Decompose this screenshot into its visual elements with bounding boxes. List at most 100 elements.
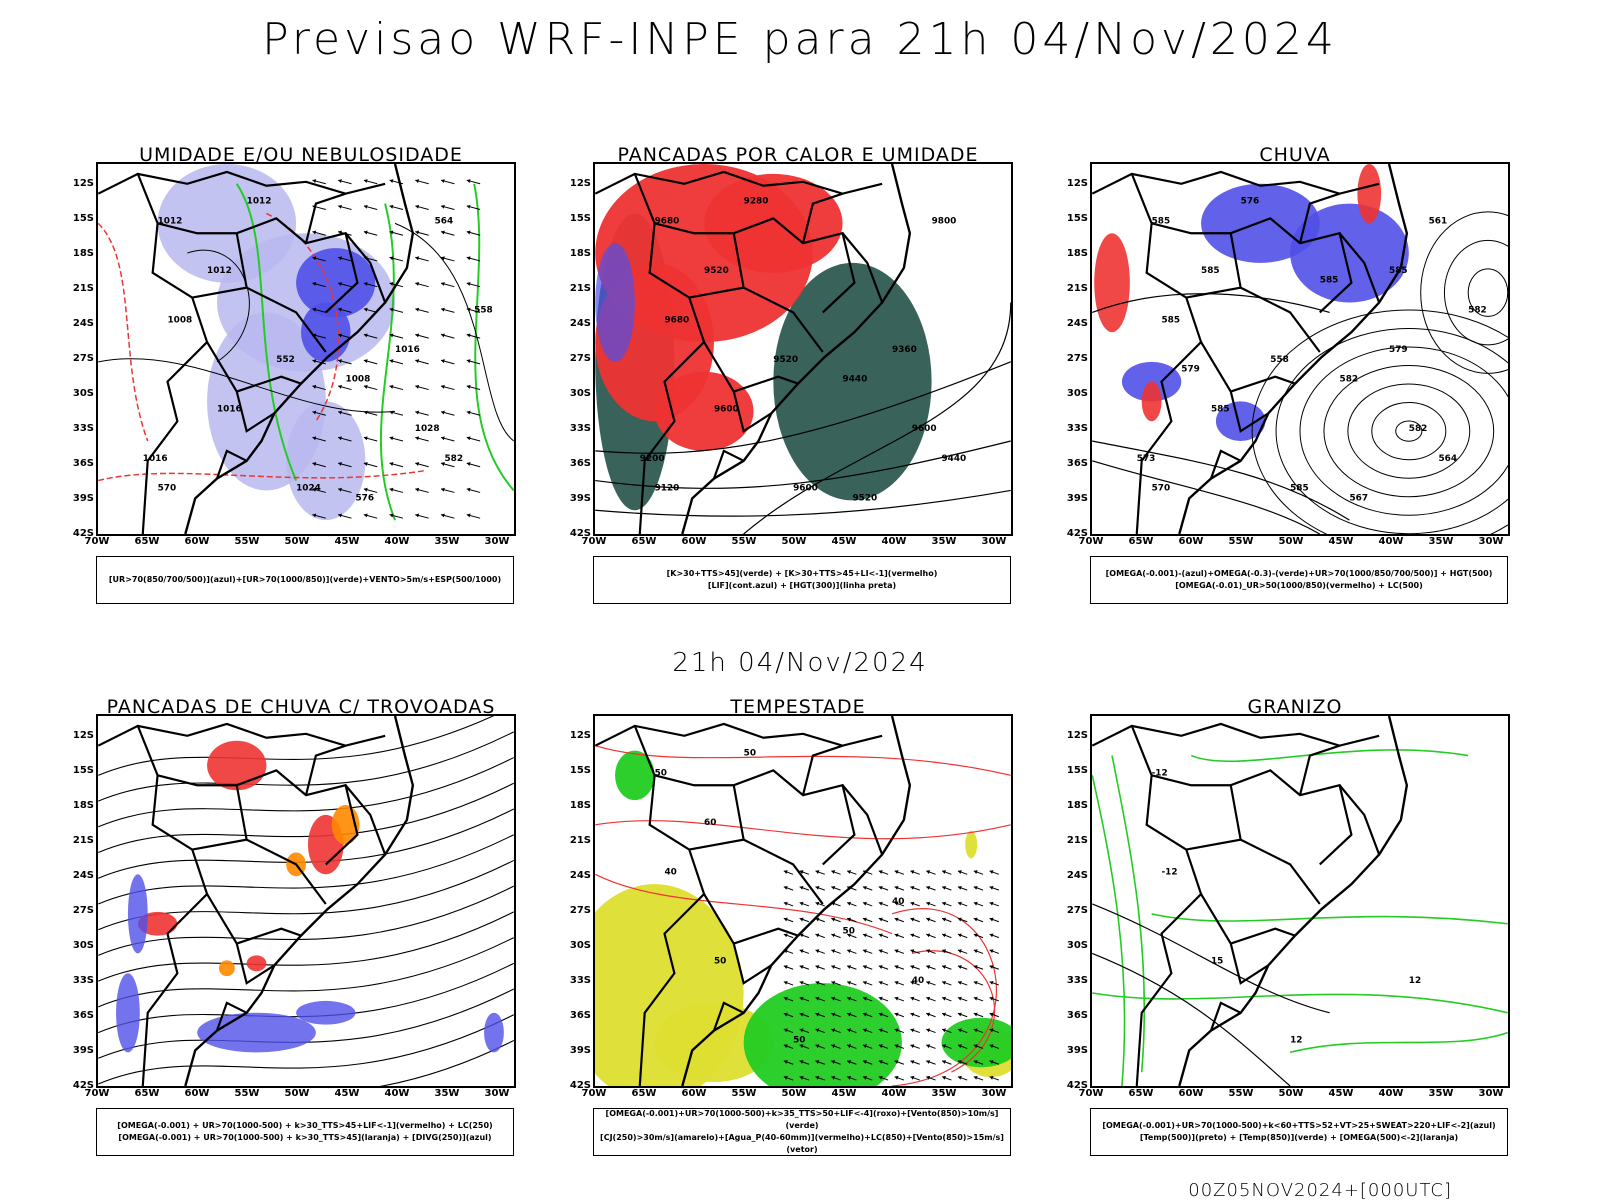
legend-line: [OMEGA(-0.001)-(azul)+OMEGA(-0.3)-(verde… <box>1105 569 1493 578</box>
wind-vector-head <box>926 1075 931 1080</box>
wind-vector-head <box>831 1044 836 1049</box>
contour-label: 585 <box>1290 483 1309 493</box>
contour-label: 9440 <box>843 375 868 385</box>
lon-tick-label: 35W <box>434 536 460 547</box>
legend-line: [OMEGA(-0.001)+UR>70(1000-500)+k>35_TTS>… <box>605 1109 999 1130</box>
wind-vector-head <box>363 436 368 441</box>
lat-tick-label: 27S <box>569 905 591 916</box>
wind-vector-head <box>831 996 836 1001</box>
wind-vector-head <box>441 436 445 441</box>
border-line <box>206 893 275 985</box>
lat-tick-label: 36S <box>72 1010 94 1021</box>
contour-label: 50 <box>793 1035 805 1045</box>
wind-vector-head <box>973 885 978 890</box>
border-line <box>206 341 275 433</box>
lon-tick-label: 65W <box>1128 536 1154 547</box>
wind-vector-head <box>989 870 994 874</box>
lat-tick-label: 30S <box>72 388 94 399</box>
wind-vector-head <box>363 307 368 312</box>
lat-tick-label: 36S <box>569 1010 591 1021</box>
wind-vector-head <box>878 980 883 985</box>
contour-label: 1016 <box>217 404 242 414</box>
lon-tick-label: 30W <box>1478 536 1504 547</box>
lon-tick-label: 45W <box>831 1088 857 1099</box>
lon-tick-label: 40W <box>1378 536 1404 547</box>
wind-vector-head <box>989 901 994 906</box>
border-line <box>1130 725 1203 1086</box>
wind-vector-head <box>363 204 368 209</box>
border-line <box>703 893 772 985</box>
wind-vector-head <box>926 917 931 922</box>
lon-tick-label: 65W <box>1128 1088 1154 1099</box>
wind-vector-head <box>441 179 445 184</box>
lon-tick-label: 45W <box>334 1088 360 1099</box>
wind-vector-head <box>878 901 883 906</box>
border-line <box>157 222 237 235</box>
wind-vector-head <box>312 359 317 364</box>
wind-vector-head <box>799 885 804 890</box>
contour-label: 12 <box>1290 1035 1302 1045</box>
legend-box: [OMEGA(-0.001)+UR>70(1000-500)+k<60+TTS>… <box>1090 1108 1508 1156</box>
contour-label: 1008 <box>167 315 192 325</box>
wind-vector-head <box>942 1044 946 1049</box>
wind-vector-head <box>957 1075 962 1080</box>
wind-vector-head <box>878 1012 883 1017</box>
wind-vector-head <box>989 1012 994 1017</box>
streamline <box>378 1040 514 1086</box>
cyclone-contour <box>1275 328 1508 534</box>
contour-label: 579 <box>1389 345 1408 355</box>
hgt300-contour <box>595 440 1011 489</box>
contour-label: 582 <box>445 454 464 464</box>
coastline <box>1178 716 1409 1086</box>
wind-vector-head <box>389 230 394 235</box>
wind-vector-head <box>831 1075 836 1080</box>
wind-vector-head <box>973 996 978 1001</box>
contour-label: 9600 <box>714 404 739 414</box>
lat-tick-label: 21S <box>72 835 94 846</box>
wind-vector-head <box>942 949 946 954</box>
contour-label: 585 <box>1152 216 1171 226</box>
lat-tick-label: 33S <box>72 423 94 434</box>
contour-label: 573 <box>1137 454 1156 464</box>
panel-title: GRANIZO <box>1247 696 1343 718</box>
streamline <box>98 716 495 776</box>
wind-vector-head <box>926 870 931 874</box>
wind-vector-head <box>847 933 852 938</box>
wind-vector-head <box>847 1044 852 1049</box>
lat-tick-label: 30S <box>72 940 94 951</box>
streamline <box>98 834 514 905</box>
wind-vector-head <box>847 1060 852 1064</box>
wind-vector-head <box>862 1060 867 1064</box>
wind-vector-head <box>910 885 915 890</box>
map-panel: 1012 1008 1016 1028 1024 1012 1008 1016 1012 1016… <box>96 162 516 536</box>
rh-area <box>1141 381 1162 422</box>
wind-vector-head <box>910 980 915 985</box>
wind-vector-head <box>989 885 994 890</box>
wind-vector-head <box>363 179 368 184</box>
wind-vector-head <box>415 462 420 466</box>
border-line <box>1186 286 1321 353</box>
border-line <box>1298 744 1340 796</box>
lon-tick-label: 50W <box>284 536 310 547</box>
divergence-area <box>197 1012 316 1053</box>
wind-vector-head <box>815 901 820 906</box>
border-line <box>1209 449 1242 479</box>
wind-vector-head <box>973 949 978 954</box>
lc850-contour <box>595 873 893 935</box>
wind-vector-head <box>312 436 317 441</box>
wind-vector-head <box>338 462 342 466</box>
wind-vector-head <box>799 917 804 922</box>
lat-tick-label: 15S <box>569 765 591 776</box>
coastline <box>681 164 912 534</box>
wind-vector-head <box>783 885 788 890</box>
lon-tick-label: 55W <box>1228 536 1254 547</box>
contour-label: 9360 <box>892 345 917 355</box>
border-line <box>344 232 387 303</box>
hgt300-contour <box>743 302 1011 534</box>
contour-label: 1016 <box>143 454 168 464</box>
contour-label: 1012 <box>158 216 183 226</box>
wind-vector-head <box>389 436 394 441</box>
wind-vector-head <box>466 307 471 312</box>
map-panel <box>96 714 516 1088</box>
wind-vector-head <box>847 1012 852 1017</box>
